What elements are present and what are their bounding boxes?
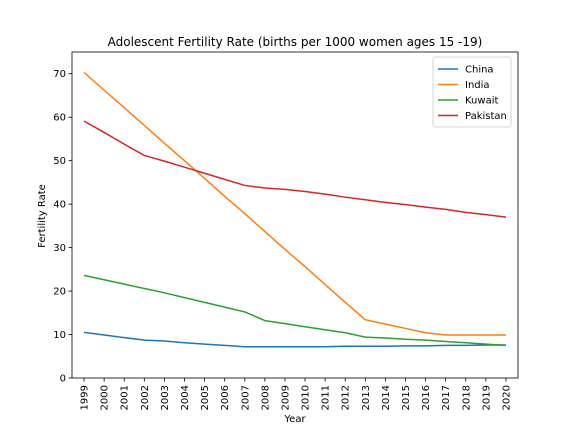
- series-line-india: [83, 71, 506, 336]
- x-tick-label: 2011: [321, 385, 332, 410]
- y-tick-label: 30: [53, 243, 66, 254]
- x-tick-label: 2003: [160, 385, 171, 410]
- y-tick-label: 70: [53, 69, 66, 80]
- x-tick-label: 2020: [501, 385, 512, 410]
- x-tick-label: 2018: [461, 385, 472, 410]
- x-tick-label: 2006: [220, 385, 231, 410]
- series-line-china: [83, 331, 506, 348]
- y-tick-label: 10: [53, 330, 66, 341]
- x-tick-label: 2009: [280, 385, 291, 410]
- x-tick-label: 2016: [421, 385, 432, 410]
- x-tick-label: 2015: [401, 385, 412, 410]
- y-tick-label: 40: [53, 200, 66, 211]
- x-tick-label: 1999: [80, 385, 91, 410]
- legend-label-kuwait: Kuwait: [465, 96, 498, 107]
- x-tick-label: 2001: [120, 385, 131, 410]
- chart-title: Adolescent Fertility Rate (births per 10…: [108, 35, 483, 49]
- x-axis-label: Year: [283, 414, 306, 425]
- legend-box: [432, 56, 512, 128]
- x-tick-label: 2013: [361, 385, 372, 410]
- series-line-pakistan: [83, 120, 507, 218]
- legend: China India Kuwait Pakistan: [432, 56, 512, 128]
- x-tick-label: 2007: [240, 385, 251, 410]
- x-tick-label: 2004: [180, 385, 191, 410]
- x-tick-label: 2002: [140, 385, 151, 410]
- legend-label-india: India: [465, 80, 490, 91]
- x-tick-label: 2008: [260, 385, 271, 410]
- legend-label-china: China: [465, 65, 494, 76]
- x-tick-label: 2010: [301, 385, 312, 410]
- y-tick-label: 60: [53, 113, 66, 124]
- x-tick-label: 2017: [441, 385, 452, 410]
- legend-label-pakistan: Pakistan: [465, 111, 507, 122]
- x-tick-label: 2014: [381, 385, 392, 410]
- y-tick-label: 0: [60, 374, 66, 385]
- plot-area: 0 10 20 30 40 50 60 70 1999 2000 2001 2002 2003 2004 2…: [53, 51, 519, 410]
- series-line-kuwait: [83, 274, 506, 347]
- x-tick-label: 2012: [341, 385, 352, 410]
- x-tick-label: 2019: [481, 385, 492, 410]
- y-tick-label: 20: [53, 287, 66, 298]
- axes-frame: [71, 51, 519, 379]
- y-tick-label: 50: [53, 156, 66, 167]
- x-tick-label: 2005: [200, 385, 211, 410]
- y-axis-label: Fertility Rate: [37, 184, 48, 248]
- x-tick-label: 2000: [100, 385, 111, 410]
